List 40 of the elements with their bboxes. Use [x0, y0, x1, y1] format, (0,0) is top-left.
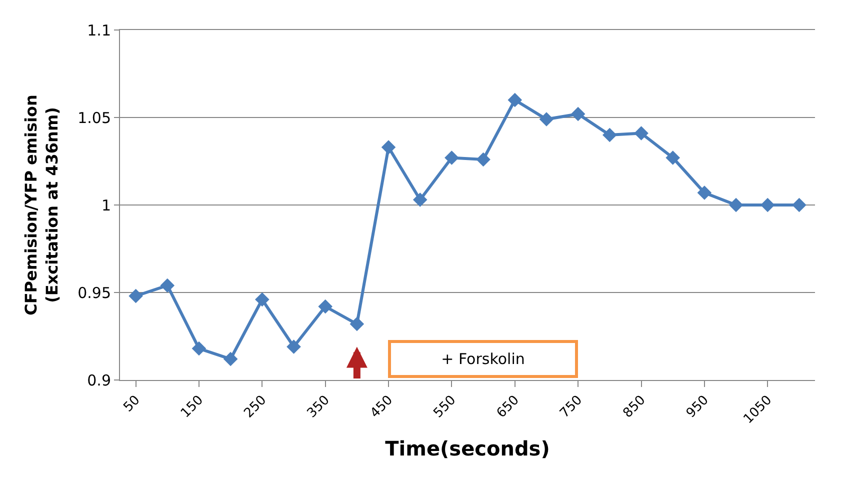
point: [350, 316, 364, 332]
point: [697, 186, 712, 200]
point: [223, 352, 238, 366]
point: [570, 106, 586, 122]
x-axis-title: Time(seconds): [385, 436, 550, 460]
point: [539, 112, 554, 126]
annotation: + Forskolin: [441, 350, 525, 368]
x-tick-label: 450: [368, 392, 396, 422]
x-tick-label: 250: [241, 392, 270, 422]
point: [508, 92, 522, 108]
point: [760, 198, 775, 212]
point: [634, 126, 648, 140]
point: [318, 299, 332, 314]
y-axis-title: CFPemision/YFP emision (Excitation at 436nm): [22, 94, 62, 316]
point: [128, 288, 143, 304]
point: [255, 292, 270, 307]
point: [792, 198, 806, 212]
point: [666, 150, 680, 165]
point: [381, 140, 396, 154]
y-tick-label: 1: [101, 196, 111, 214]
point: [728, 198, 744, 212]
x-tick-label: 50: [120, 392, 144, 416]
point: [286, 340, 301, 354]
x-tick-label: 650: [494, 392, 522, 422]
point: [160, 278, 175, 293]
x-tick-label: 550: [430, 392, 460, 422]
point: [412, 192, 428, 207]
point: [192, 341, 206, 356]
y-tick-label: 1.1: [87, 21, 111, 40]
x-tick-label: 950: [684, 392, 712, 422]
y-tick-label: 0.95: [78, 284, 111, 302]
point: [476, 152, 490, 167]
point: [602, 128, 617, 142]
x-tick-label: 850: [620, 392, 649, 422]
y-tick-label: 1.05: [78, 108, 111, 127]
x-tick-label: 350: [304, 392, 333, 422]
y-tick-label: 0.9: [87, 371, 111, 390]
x-tick-label: 750: [557, 392, 586, 422]
point: [444, 150, 459, 165]
x-tick-label: 150: [178, 392, 206, 422]
